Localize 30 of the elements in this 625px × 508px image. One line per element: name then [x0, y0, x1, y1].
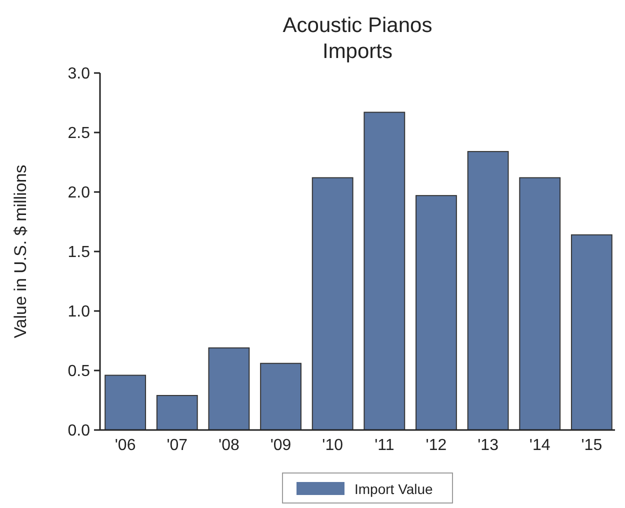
bar — [260, 362, 302, 430]
x-tick-label: '10 — [322, 437, 344, 454]
bar — [156, 394, 198, 430]
bar — [104, 374, 146, 430]
y-tick-label: 2.5 — [68, 125, 90, 142]
bar — [570, 234, 612, 430]
bar — [467, 151, 509, 430]
bar — [208, 347, 250, 430]
x-tick-label: '09 — [270, 437, 292, 454]
x-tick-label: '08 — [218, 437, 240, 454]
x-tick-label: '11 — [374, 437, 394, 454]
x-tick-label: '13 — [478, 437, 499, 454]
y-axis-title: Value in U.S. $ millions — [11, 164, 30, 338]
bar — [364, 112, 406, 430]
y-tick-label: 1.5 — [68, 244, 90, 262]
x-tick-label: '12 — [426, 437, 447, 454]
x-tick-label: '14 — [529, 437, 550, 454]
x-tick-label: '07 — [166, 437, 188, 454]
bar — [416, 195, 457, 430]
bar — [312, 177, 354, 430]
y-tick-label: 2.0 — [68, 184, 90, 202]
y-tick-label: 0.5 — [68, 363, 90, 380]
chart-title: Acoustic Pianos Imports — [282, 14, 432, 63]
legend-label: Import Value — [354, 480, 434, 497]
x-tick-label: '15 — [581, 437, 602, 454]
y-tick-label: 3.0 — [68, 66, 90, 83]
y-tick-label: 0.0 — [68, 422, 90, 440]
y-tick-label: 1.0 — [68, 304, 90, 321]
bar — [519, 177, 561, 430]
x-tick-label: '06 — [114, 437, 136, 454]
